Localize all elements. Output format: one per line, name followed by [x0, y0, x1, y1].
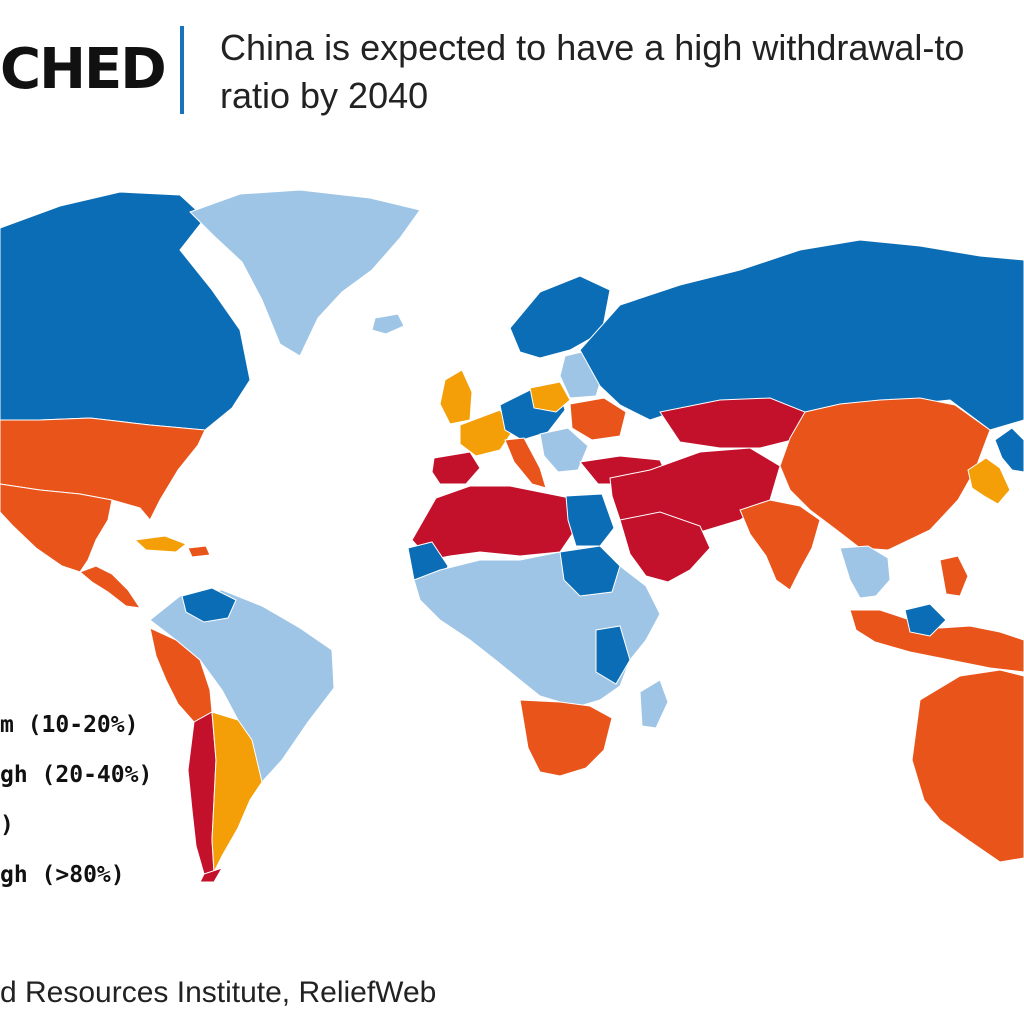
region-caribbean — [133, 535, 187, 553]
region-chile — [187, 711, 217, 875]
region-mexico — [0, 483, 113, 573]
region-sudan — [559, 545, 621, 597]
title-line-2: ratio by 2040 — [220, 75, 429, 116]
region-caribbean-2 — [187, 545, 211, 558]
region-egypt — [565, 493, 615, 547]
region-spain — [431, 451, 481, 485]
title-line-1: China is expected to have a high withdra… — [220, 27, 965, 68]
region-ukraine — [569, 397, 627, 441]
legend-item-medium-high: gh (20-40%) — [0, 762, 153, 788]
region-southern-africa — [519, 699, 613, 777]
region-africa — [407, 485, 669, 777]
region-italy — [504, 437, 547, 489]
region-russia — [579, 239, 1024, 431]
region-france-iberia — [459, 409, 513, 457]
region-japan-north — [994, 427, 1024, 473]
region-uk-ireland — [439, 369, 473, 425]
region-iceland — [371, 313, 405, 335]
region-europe — [431, 275, 627, 489]
legend-item-low-medium: m (10-20%) — [0, 712, 139, 738]
page-title: China is expected to have a high withdra… — [220, 24, 1024, 120]
region-east-africa — [595, 625, 631, 685]
region-argentina — [211, 711, 263, 874]
region-korea-japan — [967, 457, 1011, 505]
region-australia — [911, 669, 1024, 863]
region-india — [739, 499, 821, 591]
brand-logo-text: CHED — [0, 37, 167, 102]
region-central-america — [79, 565, 142, 609]
region-borneo — [904, 603, 947, 637]
region-venezuela — [181, 587, 237, 623]
region-poland — [529, 381, 571, 413]
legend-item-extremely-high: gh (>80%) — [0, 862, 125, 888]
world-map — [0, 189, 1024, 883]
source-credit: d Resources Institute, ReliefWeb — [0, 976, 437, 1009]
region-madagascar — [639, 679, 669, 729]
region-philippines — [939, 555, 969, 597]
legend-item-high: ) — [0, 812, 14, 838]
region-central-africa — [413, 545, 661, 707]
header-divider — [180, 26, 184, 114]
region-greenland — [189, 189, 421, 357]
region-south-america — [149, 587, 335, 883]
map-legend: m (10-20%) gh (20-40%) ) gh (>80%) — [0, 700, 152, 900]
region-brazil-north — [149, 589, 335, 783]
region-arabia — [619, 511, 711, 583]
region-china — [779, 397, 991, 551]
region-southeast-asia — [839, 545, 891, 599]
region-asia — [739, 397, 1024, 673]
region-north-america — [0, 191, 251, 609]
region-balkans — [539, 427, 589, 473]
region-tierra-del-fuego — [199, 867, 224, 883]
region-middle-east-central-asia — [579, 397, 806, 583]
